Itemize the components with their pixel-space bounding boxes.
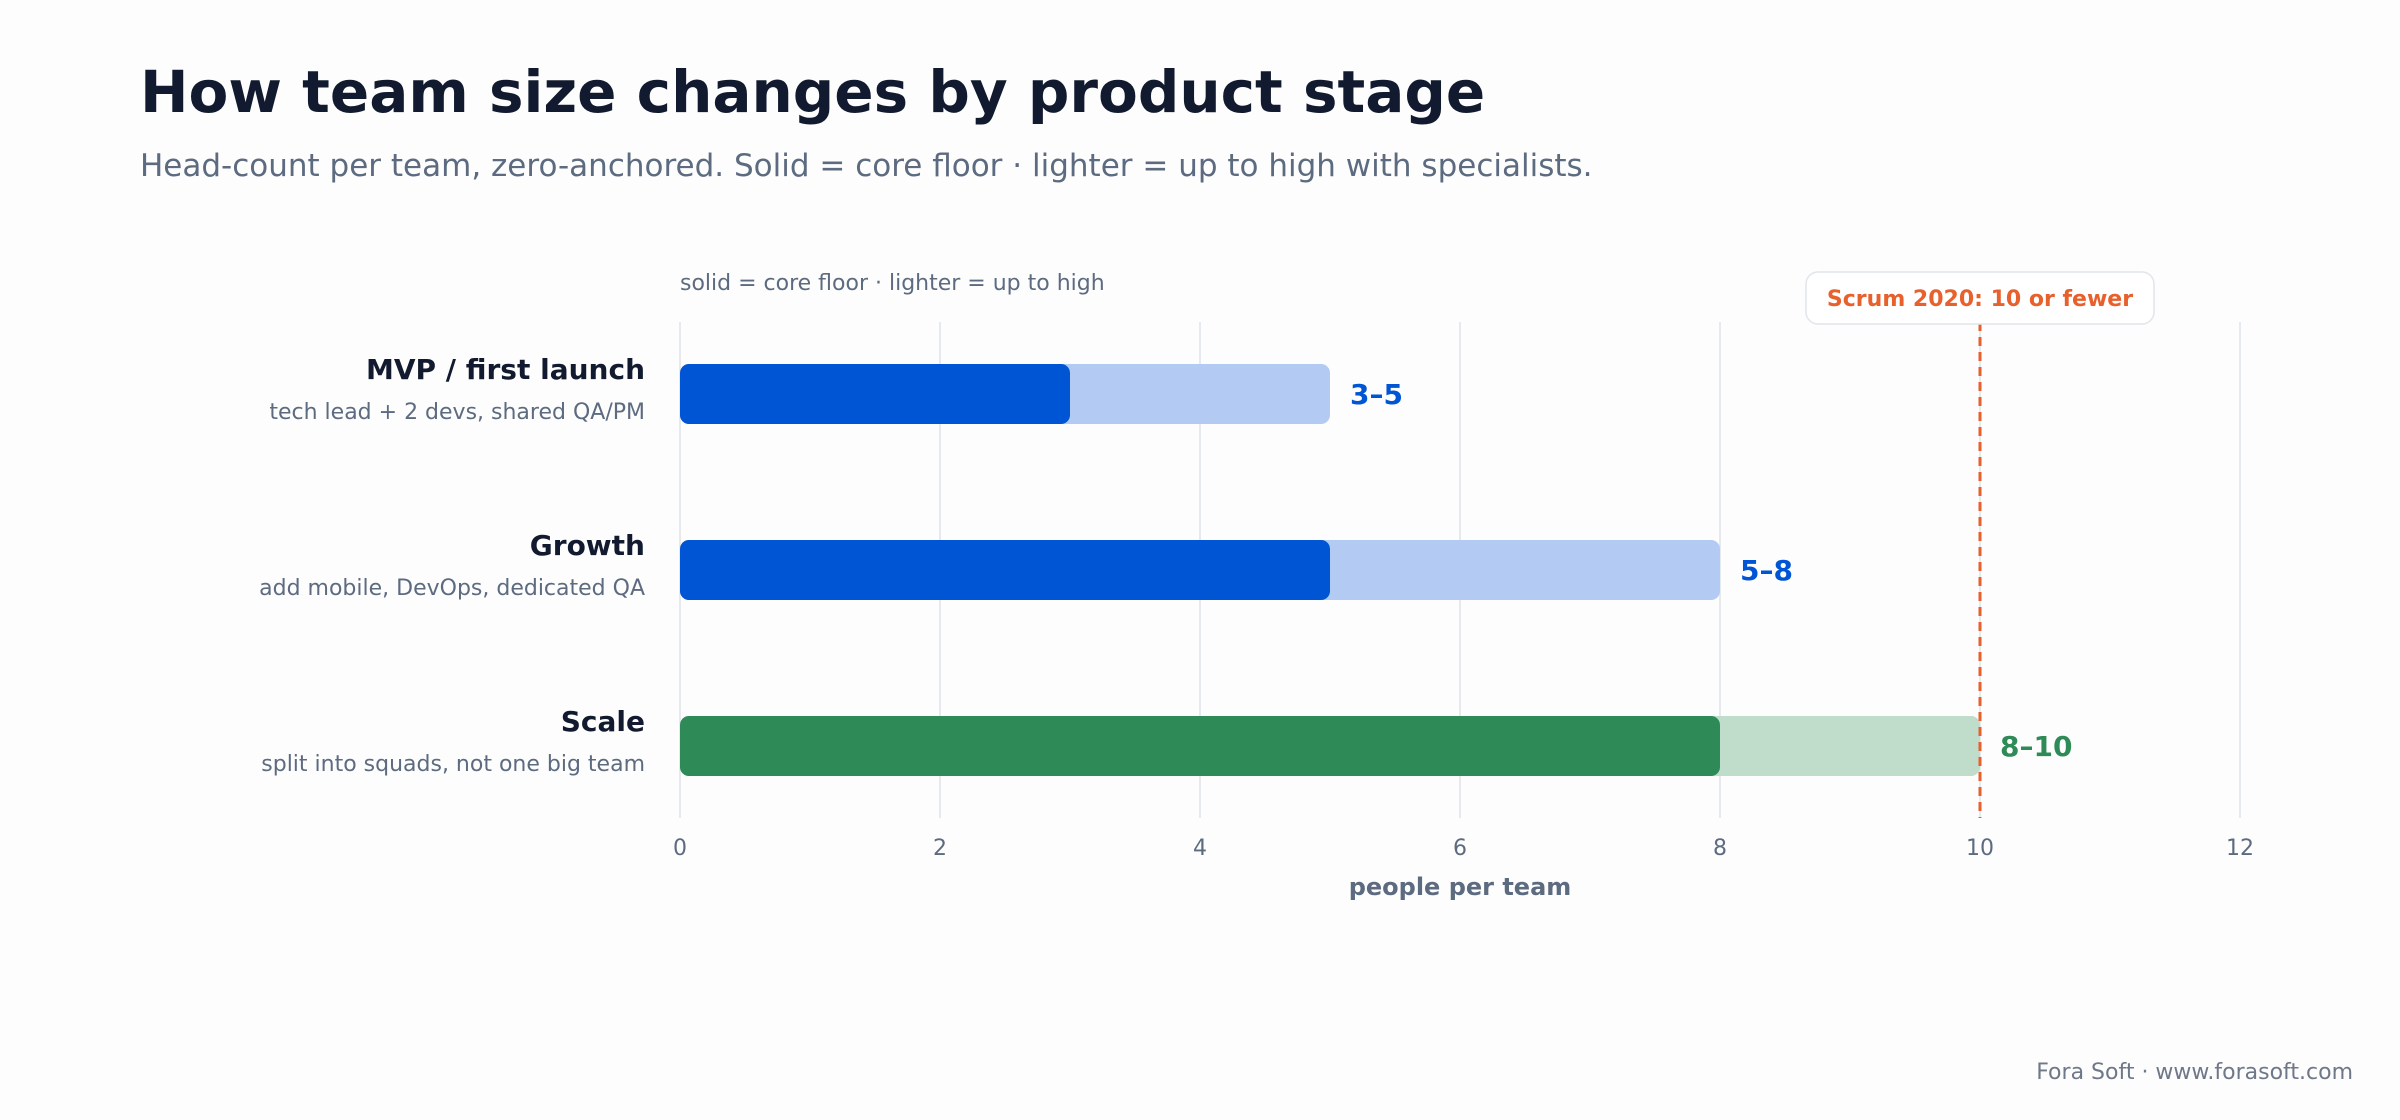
x-tick-label: 0: [673, 836, 687, 861]
reference-label: Scrum 2020: 10 or fewer: [1827, 287, 2133, 312]
x-tick-label: 4: [1193, 836, 1207, 861]
bar-core: [680, 364, 1070, 424]
data-label: 5–8: [1740, 554, 1793, 587]
category-note: split into squads, not one big team: [261, 752, 645, 777]
bar-core: [680, 716, 1720, 776]
reference-label-box: [1805, 271, 2155, 325]
category-label: MVP / first launch: [366, 353, 645, 386]
x-tick-label: 2: [933, 836, 947, 861]
bar-core: [680, 540, 1330, 600]
category-note: add mobile, DevOps, dedicated QA: [259, 576, 645, 601]
x-tick-label: 6: [1453, 836, 1467, 861]
x-tick-label: 12: [2226, 836, 2254, 861]
data-label: 8–10: [2000, 730, 2072, 763]
category-label: Scale: [561, 705, 645, 738]
footer-credit: Fora Soft · www.forasoft.com: [2036, 1060, 2353, 1085]
category-note: tech lead + 2 devs, shared QA/PM: [269, 400, 645, 425]
x-tick-label: 10: [1966, 836, 1994, 861]
category-label: Growth: [530, 529, 645, 562]
x-axis-title: people per team: [1349, 873, 1572, 901]
legend-note: solid = core floor · lighter = up to hig…: [680, 271, 1105, 296]
chart-subtitle: Head-count per team, zero-anchored. Soli…: [140, 148, 1593, 184]
chart-title: How team size changes by product stage: [140, 58, 1486, 126]
data-label: 3–5: [1350, 378, 1403, 411]
x-tick-label: 8: [1713, 836, 1727, 861]
